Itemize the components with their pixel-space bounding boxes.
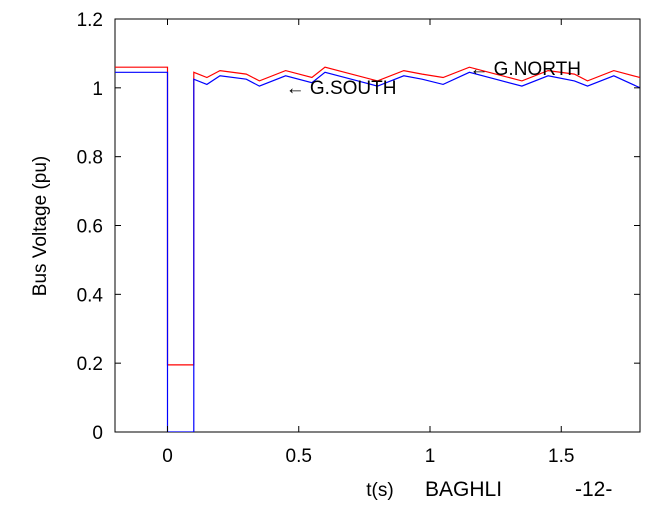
y-tick-label: 0.8 bbox=[77, 148, 103, 169]
y-tick-label: 0 bbox=[92, 423, 103, 444]
y-tick-label: 0.2 bbox=[77, 354, 103, 375]
x-axis-label: t(s) bbox=[366, 480, 393, 501]
x-tick-label: 0.5 bbox=[286, 446, 312, 467]
annotation-layer: ← G.NORTH ← G.SOUTH bbox=[286, 59, 581, 99]
footer-page-number: -12- bbox=[575, 478, 613, 501]
y-tick-label: 1.2 bbox=[77, 10, 103, 31]
series-annotation: ← G.NORTH bbox=[469, 59, 581, 80]
tick-layer: 0 0.5 1 1.5 0 0.2 0.4 0.6 0.8 1 1.2 bbox=[77, 10, 640, 467]
series-line-g-north bbox=[115, 66, 640, 366]
y-tick-label: 0.6 bbox=[77, 217, 103, 238]
y-tick-label: 1 bbox=[92, 79, 103, 100]
y-tick-label: 0.4 bbox=[77, 285, 104, 306]
x-tick-label: 1.5 bbox=[548, 446, 574, 467]
x-tick-label: 1 bbox=[425, 446, 436, 467]
series-annotation: ← G.SOUTH bbox=[286, 78, 397, 99]
y-axis-label: Bus Voltage (pu) bbox=[30, 156, 51, 296]
footer-author: BAGHLI bbox=[425, 478, 503, 501]
x-tick-label: 0 bbox=[162, 446, 173, 467]
series-line-g-south bbox=[115, 71, 640, 432]
series-layer bbox=[115, 66, 640, 432]
plot-area bbox=[114, 18, 641, 433]
